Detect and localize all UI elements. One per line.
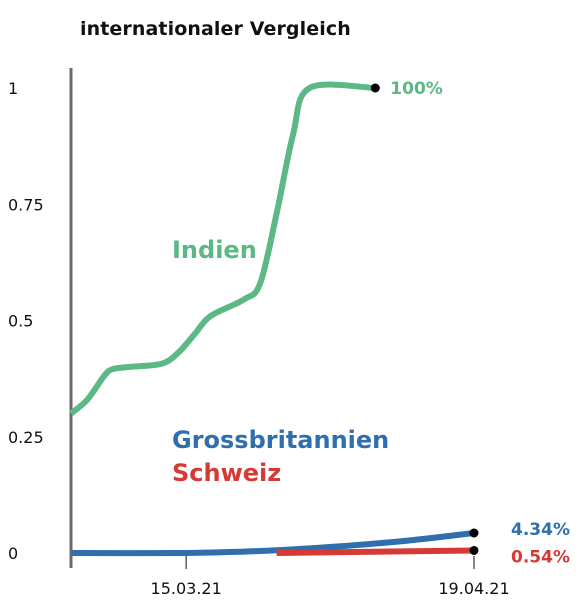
- end-markers: 100% 4.34% 0.54%: [370, 79, 570, 567]
- series-line-schweiz: [276, 547, 475, 556]
- series-label-schweiz: Schweiz: [172, 459, 281, 487]
- end-label-grossbritannien: 4.34%: [511, 520, 570, 540]
- series-line-indien: [69, 81, 376, 416]
- series-label-grossbritannien: Grossbritannien: [172, 426, 389, 454]
- series-line-grossbritannien: [70, 530, 475, 557]
- y-tick-label: 1: [8, 79, 18, 98]
- y-tick-labels: 0 0.25 0.5 0.75 1: [8, 79, 44, 563]
- end-point-schweiz: [469, 545, 479, 555]
- y-tick-label: 0.5: [8, 312, 33, 331]
- end-point-indien: [370, 83, 380, 93]
- end-label-schweiz: 0.54%: [511, 547, 570, 567]
- chart-title: internationaler Vergleich: [80, 18, 351, 40]
- series-lines: [69, 81, 475, 557]
- y-tick-label: 0: [8, 544, 18, 563]
- end-label-indien: 100%: [390, 79, 443, 99]
- series-label-indien: Indien: [172, 236, 257, 264]
- x-axis-ticks: 15.03.21 19.04.21: [151, 556, 510, 598]
- y-tick-label: 0.25: [8, 428, 44, 447]
- y-tick-label: 0.75: [8, 195, 44, 214]
- x-tick-label: 19.04.21: [438, 579, 509, 598]
- end-point-grossbritannien: [469, 528, 479, 538]
- x-tick-label: 15.03.21: [151, 579, 222, 598]
